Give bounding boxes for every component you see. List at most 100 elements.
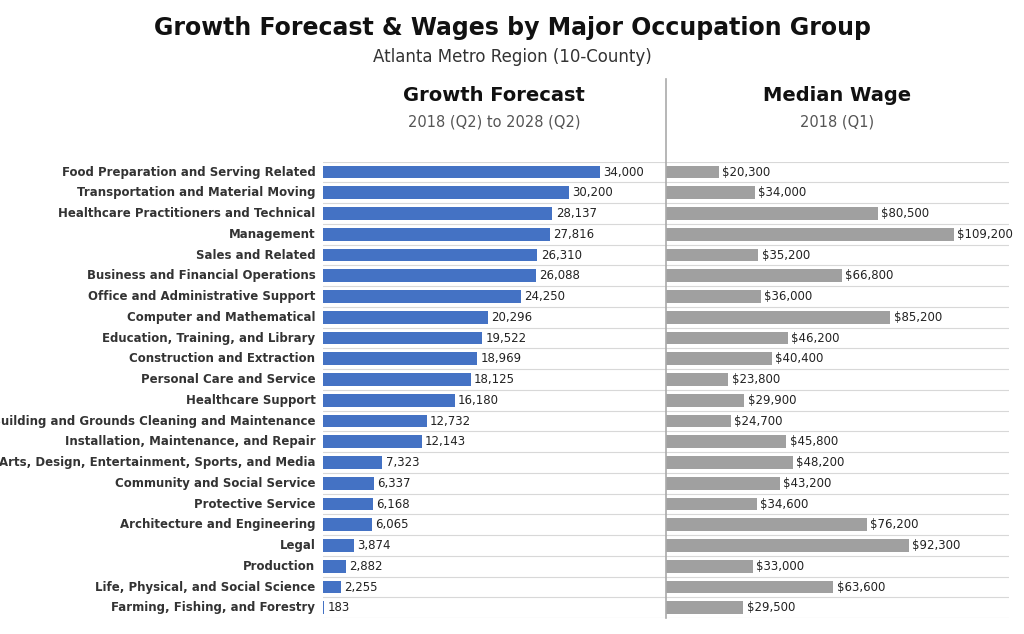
Bar: [323, 394, 455, 407]
Text: 12,143: 12,143: [425, 436, 466, 448]
Text: Transportation and Material Moving: Transportation and Material Moving: [77, 186, 315, 199]
Text: $92,300: $92,300: [912, 539, 961, 552]
Text: $40,400: $40,400: [775, 353, 823, 365]
Text: Healthcare Practitioners and Technical: Healthcare Practitioners and Technical: [58, 207, 315, 220]
Bar: [323, 539, 354, 552]
Bar: [323, 519, 372, 531]
Text: 19,522: 19,522: [485, 332, 526, 344]
Bar: [323, 207, 552, 220]
Text: Production: Production: [244, 560, 315, 573]
Bar: [323, 601, 324, 614]
Text: $63,600: $63,600: [837, 581, 885, 593]
Text: $24,700: $24,700: [734, 415, 782, 427]
Text: Sales and Related: Sales and Related: [196, 249, 315, 262]
Text: Life, Physical, and Social Science: Life, Physical, and Social Science: [95, 581, 315, 593]
Text: 2018 (Q2) to 2028 (Q2): 2018 (Q2) to 2028 (Q2): [408, 114, 581, 129]
Text: $46,200: $46,200: [791, 332, 840, 344]
Text: $48,200: $48,200: [796, 456, 845, 469]
Text: Construction and Extraction: Construction and Extraction: [129, 353, 315, 365]
Text: 34,000: 34,000: [603, 165, 644, 179]
Text: $43,200: $43,200: [782, 477, 831, 490]
Text: 2,255: 2,255: [344, 581, 378, 593]
Bar: [666, 186, 756, 199]
Text: 7,323: 7,323: [386, 456, 419, 469]
Bar: [666, 436, 786, 448]
Text: $23,800: $23,800: [731, 373, 780, 386]
Text: Atlanta Metro Region (10-County): Atlanta Metro Region (10-County): [373, 48, 651, 65]
Text: 6,337: 6,337: [378, 477, 411, 490]
Bar: [323, 498, 373, 510]
Text: Arts, Design, Entertainment, Sports, and Media: Arts, Design, Entertainment, Sports, and…: [0, 456, 315, 469]
Bar: [666, 519, 866, 531]
Text: Personal Care and Service: Personal Care and Service: [140, 373, 315, 386]
Text: $36,000: $36,000: [764, 290, 812, 303]
Text: Building and Grounds Cleaning and Maintenance: Building and Grounds Cleaning and Mainte…: [0, 415, 315, 427]
Text: Office and Administrative Support: Office and Administrative Support: [88, 290, 315, 303]
Bar: [323, 186, 569, 199]
Text: $34,600: $34,600: [760, 498, 808, 510]
Bar: [323, 353, 477, 365]
Bar: [666, 601, 743, 614]
Text: $76,200: $76,200: [869, 518, 919, 531]
Text: $85,200: $85,200: [894, 311, 942, 324]
Bar: [323, 311, 488, 324]
Bar: [666, 560, 753, 573]
Text: Median Wage: Median Wage: [763, 86, 911, 105]
Text: $20,300: $20,300: [722, 165, 771, 179]
Bar: [323, 415, 427, 427]
Text: Legal: Legal: [280, 539, 315, 552]
Bar: [666, 498, 757, 510]
Bar: [323, 290, 520, 303]
Bar: [666, 228, 953, 241]
Text: $34,000: $34,000: [759, 186, 807, 199]
Text: $33,000: $33,000: [756, 560, 804, 573]
Bar: [666, 353, 772, 365]
Text: Healthcare Support: Healthcare Support: [185, 394, 315, 407]
Bar: [666, 456, 793, 469]
Text: 2018 (Q1): 2018 (Q1): [800, 114, 874, 129]
Bar: [323, 228, 550, 241]
Bar: [666, 249, 759, 261]
Bar: [323, 373, 471, 386]
Bar: [666, 477, 779, 489]
Text: $29,900: $29,900: [748, 394, 797, 407]
Text: Community and Social Service: Community and Social Service: [115, 477, 315, 490]
Text: 18,969: 18,969: [480, 353, 522, 365]
Text: Computer and Mathematical: Computer and Mathematical: [127, 311, 315, 324]
Text: Protective Service: Protective Service: [194, 498, 315, 510]
Text: Business and Financial Operations: Business and Financial Operations: [87, 269, 315, 282]
Text: 27,816: 27,816: [553, 228, 594, 241]
Bar: [666, 165, 719, 179]
Text: 2,882: 2,882: [349, 560, 383, 573]
Bar: [666, 373, 728, 386]
Text: Growth Forecast: Growth Forecast: [403, 86, 585, 105]
Bar: [666, 290, 761, 303]
Text: $35,200: $35,200: [762, 249, 810, 262]
Text: Food Preparation and Serving Related: Food Preparation and Serving Related: [61, 165, 315, 179]
Text: $109,200: $109,200: [956, 228, 1013, 241]
Bar: [666, 332, 787, 344]
Text: Management: Management: [228, 228, 315, 241]
Text: Installation, Maintenance, and Repair: Installation, Maintenance, and Repair: [65, 436, 315, 448]
Bar: [323, 269, 536, 282]
Bar: [666, 207, 878, 220]
Text: 30,200: 30,200: [572, 186, 613, 199]
Bar: [666, 394, 744, 407]
Bar: [666, 581, 834, 593]
Bar: [323, 436, 422, 448]
Text: 6,168: 6,168: [376, 498, 410, 510]
Text: $45,800: $45,800: [790, 436, 838, 448]
Text: 6,065: 6,065: [376, 518, 409, 531]
Text: 3,874: 3,874: [357, 539, 391, 552]
Bar: [323, 249, 538, 261]
Text: Architecture and Engineering: Architecture and Engineering: [120, 518, 315, 531]
Text: 26,310: 26,310: [541, 249, 582, 262]
Text: 12,732: 12,732: [430, 415, 471, 427]
Bar: [323, 560, 346, 573]
Bar: [323, 332, 482, 344]
Bar: [323, 165, 600, 179]
Bar: [666, 415, 731, 427]
Text: 24,250: 24,250: [524, 290, 565, 303]
Text: 28,137: 28,137: [556, 207, 597, 220]
Text: $29,500: $29,500: [746, 601, 795, 614]
